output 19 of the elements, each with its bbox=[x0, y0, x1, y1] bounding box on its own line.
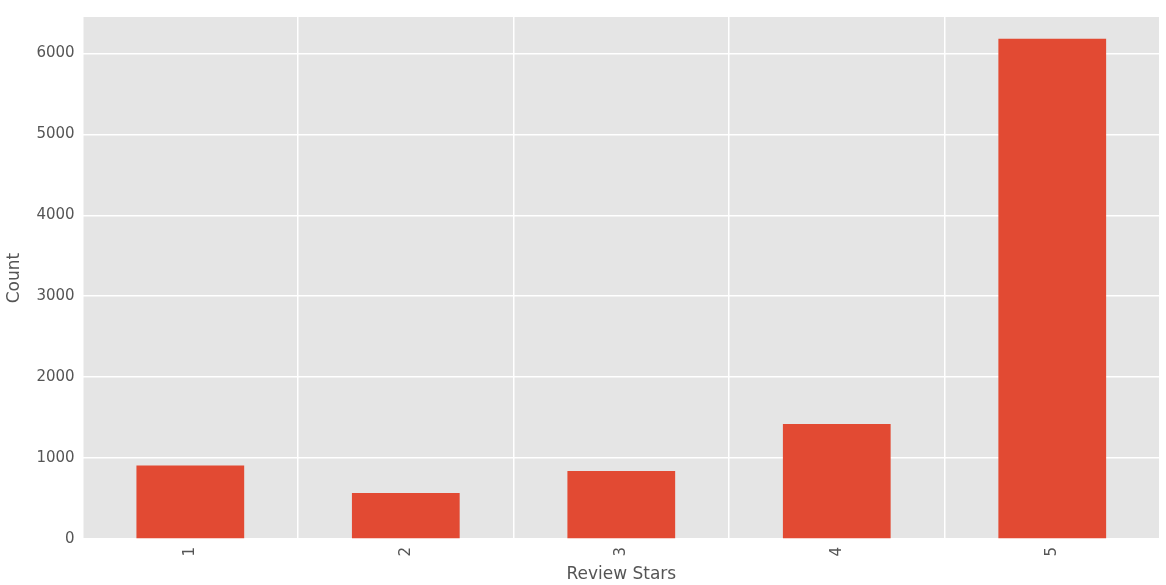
y-tick-label: 2000 bbox=[36, 367, 75, 386]
x-tick-label: 5 bbox=[1042, 547, 1061, 557]
y-tick-label: 5000 bbox=[36, 124, 75, 143]
x-tick-label: 4 bbox=[826, 547, 845, 557]
x-tick-label: 3 bbox=[611, 547, 630, 557]
bar bbox=[567, 471, 676, 539]
y-tick-label: 3000 bbox=[36, 286, 75, 305]
x-axis-title: Review Stars bbox=[566, 563, 677, 584]
x-tick-label: 2 bbox=[395, 547, 414, 557]
y-tick-label: 1000 bbox=[36, 448, 75, 467]
bar bbox=[998, 38, 1107, 539]
bar bbox=[782, 424, 891, 539]
x-tick-label: 1 bbox=[180, 547, 199, 557]
bar bbox=[351, 492, 460, 539]
bar bbox=[136, 465, 245, 539]
y-tick-label: 4000 bbox=[36, 205, 75, 224]
y-tick-label: 0 bbox=[65, 528, 75, 547]
y-tick-label: 6000 bbox=[36, 43, 75, 62]
y-axis-title: Count bbox=[2, 252, 23, 304]
